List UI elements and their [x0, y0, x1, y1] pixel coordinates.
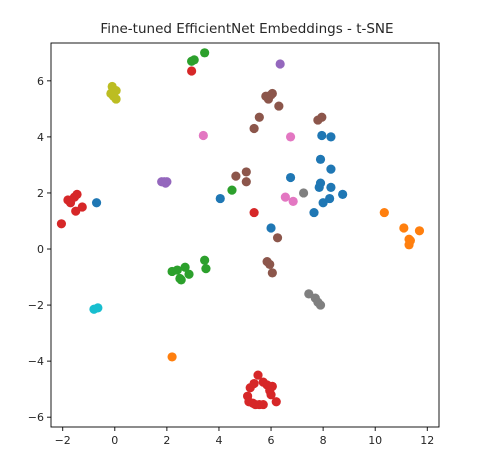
data-point — [280, 192, 290, 202]
data-point — [93, 303, 103, 313]
data-point — [241, 177, 251, 187]
data-point — [184, 269, 194, 279]
data-point — [215, 193, 225, 204]
x-tick-label: −2 — [55, 434, 71, 447]
x-tick-label: 12 — [420, 434, 434, 447]
data-point — [267, 381, 277, 391]
data-point — [249, 378, 259, 389]
data-point — [266, 223, 276, 233]
data-point — [267, 268, 277, 278]
x-tick-label: 10 — [368, 434, 382, 447]
data-point — [309, 207, 319, 218]
plot-frame — [50, 42, 440, 428]
data-point — [167, 352, 177, 362]
data-point — [187, 66, 197, 76]
y-tick-label: −6 — [28, 411, 44, 424]
data-point — [326, 164, 336, 174]
data-point — [71, 206, 81, 216]
data-point — [285, 132, 296, 142]
data-point — [315, 178, 326, 188]
data-point — [227, 185, 237, 195]
data-point — [326, 132, 336, 142]
data-point — [285, 172, 296, 183]
data-point — [338, 189, 348, 199]
data-point — [254, 112, 264, 122]
data-point — [326, 182, 336, 192]
data-point — [318, 198, 328, 208]
data-point — [111, 94, 121, 104]
data-point — [258, 399, 268, 410]
y-tick-label: 6 — [37, 75, 44, 88]
data-point — [253, 370, 263, 380]
data-point — [189, 55, 199, 65]
y-tick-label: −4 — [28, 355, 44, 368]
data-point — [172, 265, 182, 275]
data-point — [379, 207, 389, 218]
plot-area: −2 0 2 4 6 8 10 12 −6 −4 −2 0 2 4 6 — [28, 42, 440, 447]
chart-title: Fine-tuned EfficientNet Embeddings - t-S… — [100, 21, 393, 37]
data-point — [325, 193, 335, 204]
data-point — [200, 255, 210, 265]
y-tick-label: −2 — [28, 299, 44, 312]
data-point — [198, 130, 208, 141]
data-point — [275, 59, 285, 69]
x-tick-label: 8 — [320, 434, 327, 447]
data-point — [200, 48, 210, 58]
x-tick-label: 4 — [215, 434, 222, 447]
data-point — [265, 259, 275, 270]
data-point — [274, 101, 284, 111]
data-point — [272, 233, 283, 243]
data-point — [56, 219, 67, 229]
data-point — [91, 198, 102, 208]
data-point — [249, 123, 259, 134]
data-point — [271, 397, 281, 407]
data-point — [72, 189, 82, 199]
data-point — [249, 207, 259, 218]
data-point — [162, 177, 172, 187]
x-tick-label: 6 — [268, 434, 275, 447]
x-tick-label: 0 — [111, 434, 118, 447]
data-point — [405, 236, 415, 246]
data-point — [180, 262, 190, 272]
data-point — [414, 226, 425, 236]
data-point — [315, 154, 326, 164]
data-point — [267, 88, 277, 99]
x-tick-label: 2 — [163, 434, 170, 447]
data-point — [77, 202, 87, 212]
data-point — [176, 275, 186, 285]
data-point — [241, 167, 251, 177]
data-point — [317, 130, 327, 141]
data-point — [107, 87, 117, 97]
data-point — [317, 112, 327, 122]
data-point — [266, 390, 276, 400]
y-tick-label: 0 — [37, 243, 44, 256]
data-point — [304, 289, 314, 299]
data-point — [201, 264, 211, 274]
data-point — [399, 223, 409, 233]
y-tick-label: 2 — [37, 187, 44, 200]
y-tick-label: 4 — [37, 131, 44, 144]
data-point — [298, 188, 309, 198]
data-point — [288, 196, 298, 206]
data-point — [315, 300, 326, 310]
data-point — [231, 171, 241, 181]
